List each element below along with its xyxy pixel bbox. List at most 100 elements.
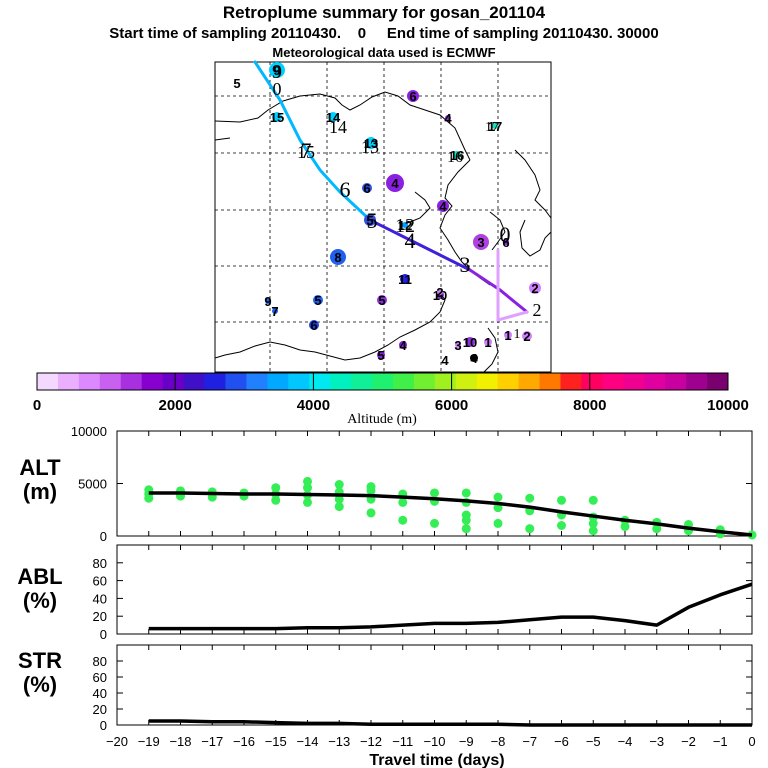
trajectory-day-label: 15: [297, 142, 315, 162]
colorbar-swatch: [141, 373, 164, 390]
met-data-note: Meteorological data used is ECMWF: [272, 45, 496, 60]
cluster-label: 15: [270, 110, 284, 125]
cluster-dot: [504, 331, 512, 339]
panel-frame: [116, 644, 753, 726]
cluster-dot: [437, 200, 449, 212]
altitude-scatter-point: [493, 492, 503, 502]
x-tick-label: 0: [748, 734, 755, 749]
series-line: [148, 719, 752, 727]
cluster-dot: [529, 282, 541, 294]
colorbar-swatch: [644, 373, 666, 390]
cluster-label: 13: [364, 136, 378, 151]
cluster-dot: [453, 151, 461, 159]
colorbar-swatch: [183, 373, 206, 390]
trajectory-day-label: 4: [405, 228, 416, 253]
altitude-scatter-point: [588, 518, 598, 528]
colorbar-swatch: [476, 373, 499, 390]
x-tick-label: −9: [459, 734, 474, 749]
colorbar-swatch: [518, 373, 541, 390]
x-tick-label: −10: [423, 734, 445, 749]
trajectory-day-label: 17: [485, 120, 499, 135]
trajectory-day-label: 7: [301, 138, 312, 163]
cluster-dot: [470, 354, 478, 362]
x-tick-label: −18: [169, 734, 191, 749]
x-tick-label: −12: [360, 734, 382, 749]
colorbar-swatch: [57, 373, 80, 390]
cluster-dot: [313, 295, 323, 305]
cluster-label: 3: [454, 338, 461, 353]
y-tick-label: 0: [100, 529, 107, 544]
trajectory-day-label: 14: [329, 117, 347, 137]
altitude-scatter-point: [525, 493, 535, 503]
trajectory-day-label: 9: [272, 61, 282, 83]
altitude-scatter-point: [588, 526, 598, 536]
trajectory-day-label: 16: [447, 149, 463, 166]
trajectory-segment-early: [253, 60, 372, 222]
cluster-label: 12: [398, 218, 412, 233]
cluster-label: 5: [366, 213, 373, 228]
trajectory-day-label: 5: [367, 208, 378, 233]
cluster-label: 3: [477, 235, 484, 250]
cluster-label: 10: [463, 335, 477, 350]
cluster-label: 4: [439, 199, 447, 214]
x-tick-label: −13: [328, 734, 350, 749]
trajectory-segment-mid: [368, 218, 472, 272]
colorbar-swatch: [99, 373, 122, 390]
colorbar-swatch: [560, 373, 582, 390]
colorbar-tick-label: 2000: [159, 397, 192, 414]
y-axis-label: (%): [23, 672, 57, 697]
trajectory-day-label: 12: [395, 215, 415, 237]
cluster-dot: [455, 342, 461, 348]
cluster-label: 4: [441, 353, 449, 368]
cluster-dot: [503, 239, 509, 245]
x-tick-label: −8: [491, 734, 506, 749]
cluster-label: 6: [310, 318, 317, 333]
altitude-scatter-point: [334, 494, 344, 504]
trajectory-day-label: 0: [273, 79, 282, 99]
altitude-scatter-point: [525, 524, 535, 534]
cluster-dot: [402, 222, 408, 228]
cluster-dot: [377, 351, 385, 359]
colorbar-swatch: [162, 373, 185, 390]
altitude-scatter-point: [430, 518, 439, 528]
cluster-label: 14: [326, 110, 341, 125]
x-tick-label: −20: [106, 734, 128, 749]
colorbar-swatch: [120, 373, 143, 390]
cluster-dot: [309, 320, 319, 330]
colorbar-swatch: [413, 373, 436, 390]
cluster-label: 5: [378, 293, 385, 308]
colorbar-swatch: [434, 373, 457, 390]
altitude-scatter-point: [271, 495, 281, 505]
figure-title: Retroplume summary for gosan_201104: [222, 3, 546, 22]
cluster-dot: [437, 289, 443, 295]
cluster-label: 4: [391, 176, 399, 191]
colorbar-tick-label: 8000: [573, 397, 606, 414]
altitude-scatter-point: [461, 524, 471, 534]
altitude-scatter-point: [461, 488, 471, 498]
altitude-scatter-point: [461, 515, 471, 525]
sampling-time-subtitle: Start time of sampling 20110430. 0 End t…: [109, 25, 659, 42]
altitude-scatter-point: [557, 495, 566, 505]
colorbar-swatch: [455, 373, 478, 390]
y-tick-label: 20: [93, 609, 107, 624]
cluster-label: 6: [502, 235, 509, 250]
cluster-dot: [365, 137, 377, 149]
x-axis-label: Travel time (days): [369, 752, 504, 768]
x-tick-label: −6: [554, 734, 569, 749]
trajectory-day-label: 6: [340, 177, 351, 202]
y-axis-label: ALT: [19, 455, 61, 480]
cluster-label: 2: [523, 329, 530, 344]
cluster-dot: [407, 90, 419, 102]
x-tick-label: −1: [713, 734, 728, 749]
cluster-label: 6: [409, 89, 416, 104]
cluster-label: 1: [504, 328, 511, 343]
colorbar-swatch: [309, 373, 331, 390]
y-tick-label: 10000: [71, 424, 107, 439]
altitude-scatter-point: [652, 524, 662, 534]
colorbar-swatch: [37, 373, 59, 390]
trajectory-path: [253, 60, 529, 322]
